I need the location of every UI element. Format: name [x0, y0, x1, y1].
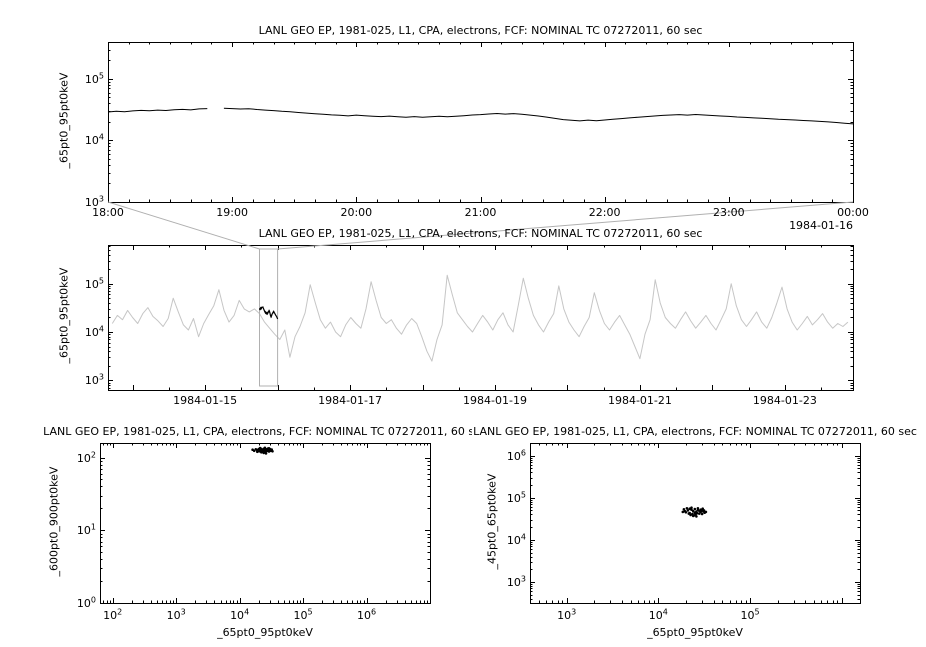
- tick-label: 101: [76, 522, 96, 538]
- tick-label: 1984-01-23: [752, 394, 817, 407]
- tick-label: 22:00: [588, 206, 621, 219]
- plot4-title: LANL GEO EP, 1981-025, L1, CPA, electron…: [345, 425, 926, 438]
- tick-label: 1984-01-15: [173, 394, 238, 407]
- plot1-series-line: [107, 107, 854, 125]
- zoom-highlight-series: [258, 305, 279, 320]
- plot1-frame: [108, 42, 854, 203]
- tick-label: 104: [506, 532, 526, 548]
- plot4-scatter-points: [681, 506, 708, 518]
- tick-label: 105: [740, 607, 760, 622]
- plot3-x-axis-label: _65pt0_95pt0keV: [217, 626, 313, 639]
- tick-label: 105: [506, 490, 526, 506]
- tick-label: 20:00: [340, 206, 373, 219]
- zoom-connector-left: [107, 201, 260, 250]
- plot1-title: LANL GEO EP, 1981-025, L1, CPA, electron…: [258, 24, 703, 37]
- tick-label: 103: [166, 607, 186, 622]
- tick-label: 104: [84, 324, 104, 340]
- tick-label: 104: [230, 607, 250, 622]
- tick-label: 102: [103, 607, 123, 622]
- tick-label: 1984-01-17: [318, 394, 383, 407]
- tick-label: 104: [84, 132, 104, 148]
- tick-label: 103: [557, 607, 577, 622]
- tick-label: 103: [506, 574, 526, 590]
- zoom-connector-right: [277, 201, 854, 250]
- tick-label: 1984-01-21: [607, 394, 672, 407]
- plot3-frame: [100, 443, 431, 604]
- plot1-x-axis-date-label: 1984-01-16: [789, 219, 853, 232]
- tick-label: 105: [293, 607, 313, 622]
- tick-label: 106: [506, 448, 526, 464]
- tick-label: 23:00: [712, 206, 745, 219]
- plot4-x-axis-label: _65pt0_95pt0keV: [647, 626, 743, 639]
- tick-label: 106: [356, 607, 377, 622]
- tick-label: 102: [76, 450, 96, 466]
- tick-label: 21:00: [464, 206, 497, 219]
- tick-label: 103: [84, 194, 104, 210]
- tick-label: 104: [648, 607, 668, 622]
- plot2-title: LANL GEO EP, 1981-025, L1, CPA, electron…: [258, 227, 703, 240]
- tick-label: 105: [84, 276, 104, 292]
- tick-label: 19:00: [216, 206, 248, 219]
- tick-label: 100: [76, 595, 96, 611]
- plot3-title: LANL GEO EP, 1981-025, L1, CPA, electron…: [43, 425, 487, 438]
- tick-label: 00:00: [837, 206, 869, 219]
- plot4-frame: [530, 443, 861, 604]
- tick-label: 103: [84, 372, 104, 388]
- plot4-title-text: LANL GEO EP, 1981-025, L1, CPA, electron…: [472, 425, 918, 438]
- tick-label: 18:00: [92, 206, 124, 219]
- tick-label: 105: [84, 71, 104, 87]
- plot2-series-line: [111, 274, 849, 362]
- plot2-frame: [108, 245, 854, 391]
- tick-label: 1984-01-19: [463, 394, 527, 407]
- plot1-y-axis-label: _65pt0_95pt0keV: [57, 72, 71, 169]
- plot3-scatter-points: [251, 446, 274, 455]
